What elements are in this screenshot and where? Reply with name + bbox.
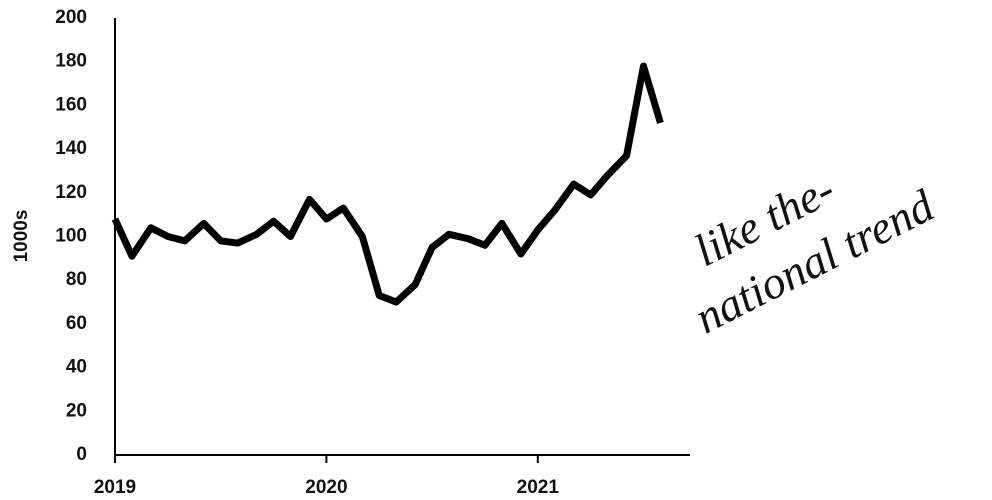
annotation-group: like the- national trend bbox=[686, 163, 942, 343]
y-tick-label: 160 bbox=[55, 94, 87, 115]
y-axis-label: 1000s bbox=[11, 210, 32, 263]
y-tick-label: 120 bbox=[55, 182, 87, 203]
y-tick-label: 40 bbox=[66, 357, 87, 378]
y-tick-label: 140 bbox=[55, 138, 87, 159]
y-tick-label: 200 bbox=[55, 7, 87, 28]
x-tick-label: 2020 bbox=[305, 477, 347, 498]
data-line bbox=[111, 62, 664, 306]
y-tick-label: 60 bbox=[66, 313, 87, 334]
y-tick-label: 20 bbox=[66, 400, 87, 421]
y-tick-label: 0 bbox=[76, 444, 87, 465]
x-tick-label: 2021 bbox=[517, 477, 560, 498]
y-tick-label: 100 bbox=[55, 226, 87, 247]
y-tick-label: 80 bbox=[66, 269, 87, 290]
x-tick-label: 2019 bbox=[94, 477, 136, 498]
y-tick-label: 180 bbox=[55, 51, 87, 72]
